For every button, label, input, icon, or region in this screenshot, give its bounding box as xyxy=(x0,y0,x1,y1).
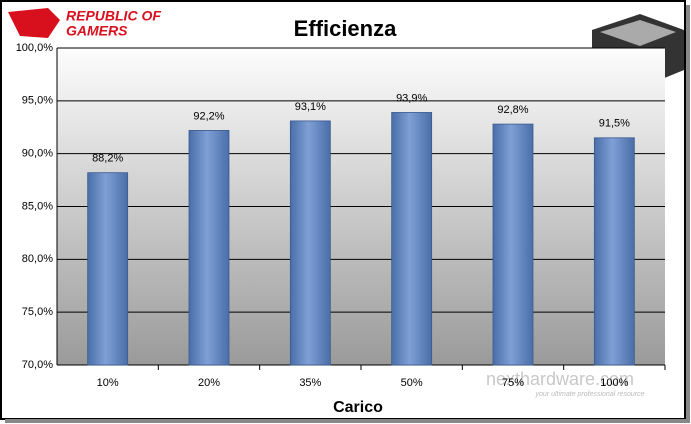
value-label: 92,8% xyxy=(497,104,528,116)
value-label: 92,2% xyxy=(193,110,224,122)
y-tick-label: 75,0% xyxy=(22,306,53,318)
psu-top xyxy=(600,20,676,46)
y-tick-label: 80,0% xyxy=(22,253,53,265)
y-tick-label: 100,0% xyxy=(16,42,54,54)
logo: REPUBLIC OF GAMERS xyxy=(8,8,161,39)
frame-shadow xyxy=(686,5,690,423)
x-tick-label: 75% xyxy=(502,377,524,389)
value-label: 93,9% xyxy=(396,92,427,104)
x-tick-label: 100% xyxy=(600,377,628,389)
x-tick-label: 35% xyxy=(299,377,321,389)
y-tick-label: 95,0% xyxy=(22,95,53,107)
watermark: nexthardware.com xyxy=(486,369,634,389)
x-tick-label: 50% xyxy=(401,377,423,389)
x-axis-title: Carico xyxy=(333,399,383,416)
bar xyxy=(289,120,331,366)
chart-title: Efficienza xyxy=(294,16,397,41)
bar xyxy=(492,123,534,366)
frame-shadow xyxy=(5,419,687,423)
x-tick-label: 10% xyxy=(97,377,119,389)
y-tick-label: 70,0% xyxy=(22,359,53,371)
y-tick-label: 90,0% xyxy=(22,148,53,160)
logo-text: REPUBLIC OF xyxy=(66,8,161,24)
bar xyxy=(87,172,129,366)
value-label: 88,2% xyxy=(92,153,123,165)
bar xyxy=(391,112,433,366)
x-tick-label: 20% xyxy=(198,377,220,389)
y-tick-label: 85,0% xyxy=(22,200,53,212)
watermark-tagline: your ultimate professional resource xyxy=(535,391,645,398)
bar xyxy=(593,137,635,366)
value-label: 91,5% xyxy=(599,118,630,130)
bar xyxy=(188,130,230,366)
logo-text: GAMERS xyxy=(66,23,128,39)
value-label: 93,1% xyxy=(295,101,326,113)
logo-emblem xyxy=(8,8,60,38)
